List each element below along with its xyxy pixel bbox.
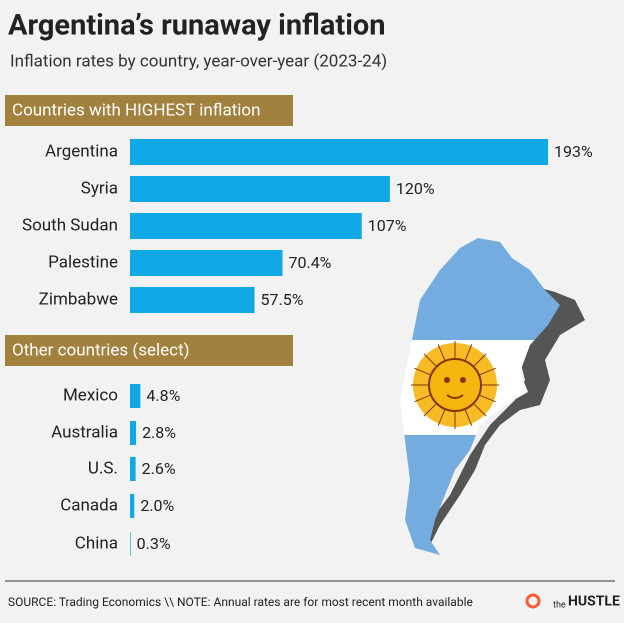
section-header-band bbox=[5, 335, 293, 366]
category-label: Mexico bbox=[63, 385, 118, 405]
value-label: 2.6% bbox=[142, 459, 176, 478]
section-header-band bbox=[5, 95, 293, 126]
category-label: Zimbabwe bbox=[39, 289, 118, 309]
value-label: 2.8% bbox=[142, 423, 176, 442]
value-label: 2.0% bbox=[140, 496, 174, 515]
logo-small: the bbox=[553, 600, 566, 610]
bar bbox=[130, 250, 283, 276]
title: Argentina’s runaway inflation bbox=[8, 9, 386, 43]
bar bbox=[130, 384, 141, 408]
value-label: 4.8% bbox=[146, 386, 180, 405]
category-label: Australia bbox=[51, 422, 118, 442]
section-header: Other countries (select) bbox=[12, 340, 190, 360]
category-label: Argentina bbox=[45, 141, 118, 161]
logo: the HUSTLE bbox=[525, 593, 620, 610]
category-label: Syria bbox=[81, 178, 118, 198]
bar bbox=[130, 457, 136, 481]
bar bbox=[130, 213, 362, 239]
bar bbox=[130, 494, 135, 518]
logo-text: HUSTLE bbox=[568, 594, 620, 610]
bar bbox=[130, 139, 549, 165]
bar bbox=[130, 176, 390, 202]
value-label: 70.4% bbox=[288, 253, 331, 272]
value-label: 120% bbox=[396, 179, 435, 198]
bar bbox=[130, 532, 131, 556]
category-label: South Sudan bbox=[22, 215, 118, 235]
value-label: 57.5% bbox=[261, 290, 304, 309]
value-label: 107% bbox=[368, 216, 407, 235]
section-header: Countries with HIGHEST inflation bbox=[12, 100, 260, 120]
source-note: SOURCE: Trading Economics \\ NOTE: Annua… bbox=[8, 595, 473, 609]
category-label: Palestine bbox=[48, 252, 118, 272]
category-label: U.S. bbox=[88, 458, 118, 478]
map-illustration bbox=[400, 238, 585, 555]
subtitle: Inflation rates by country, year-over-ye… bbox=[10, 51, 387, 71]
logo-icon bbox=[525, 593, 541, 609]
category-label: China bbox=[75, 533, 118, 553]
value-label: 0.3% bbox=[137, 534, 171, 553]
bar bbox=[130, 287, 255, 313]
bar bbox=[130, 421, 137, 445]
category-label: Canada bbox=[60, 495, 118, 515]
value-label: 193% bbox=[554, 142, 593, 161]
